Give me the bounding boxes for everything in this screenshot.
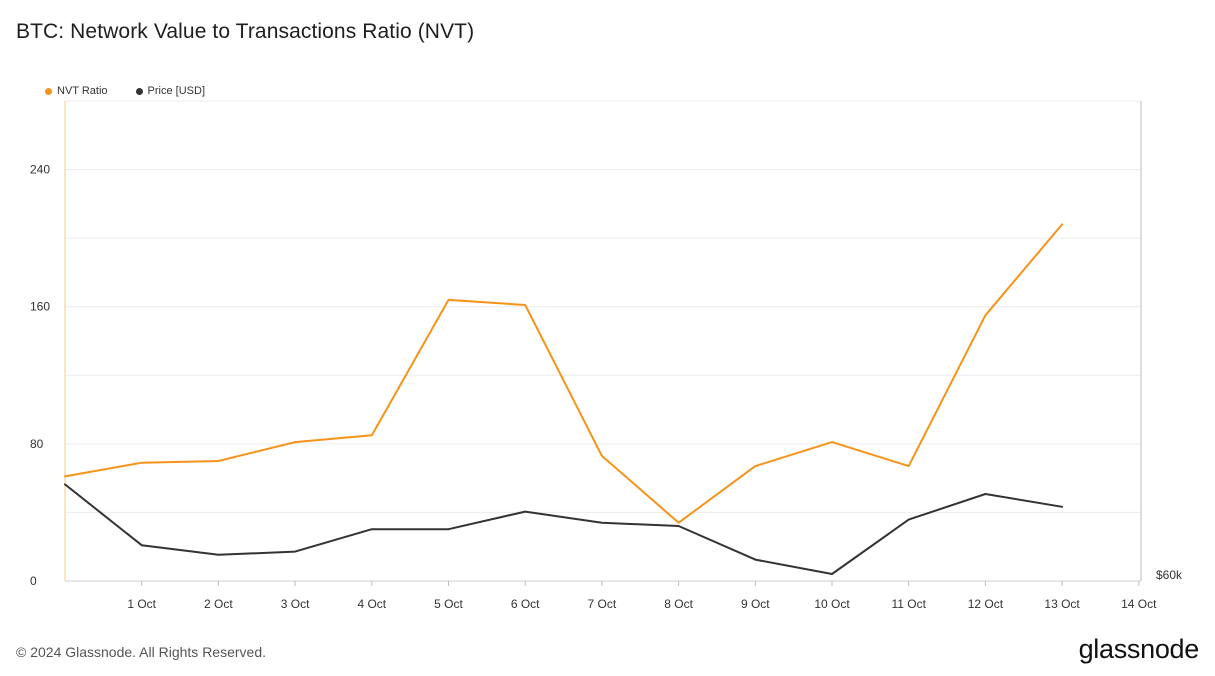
y-tick-label: 160 — [30, 300, 50, 314]
x-tick-label: 3 Oct — [281, 597, 310, 611]
right-axis-tick-label: $60k — [1156, 568, 1183, 582]
glassnode-logo: glassnode — [1078, 634, 1200, 664]
x-tick-label: 14 Oct — [1121, 597, 1157, 611]
legend-label-nvt: NVT Ratio — [57, 85, 108, 97]
price-usd-series-line — [64, 483, 1064, 575]
y-tick-label: 240 — [30, 163, 50, 177]
nvt-legend-dot-icon — [45, 87, 52, 95]
x-tick-label: 13 Oct — [1044, 597, 1080, 611]
price-legend-dot-icon — [135, 87, 143, 95]
x-tick-label: 9 Oct — [741, 597, 770, 611]
x-tick-label: 2 Oct — [204, 597, 233, 611]
y-tick-label: 80 — [30, 437, 44, 451]
x-tick-label: 10 Oct — [814, 597, 850, 611]
x-tick-label: 12 Oct — [968, 597, 1004, 611]
x-tick-label: 5 Oct — [434, 597, 463, 611]
x-tick-label: 1 Oct — [127, 597, 156, 611]
legend-item-price[interactable]: Price [USD] — [135, 85, 206, 97]
chart-legend: NVT Ratio Price [USD] — [45, 85, 205, 97]
nvt-ratio-series-line — [64, 223, 1064, 524]
chart-title: BTC: Network Value to Transactions Ratio… — [16, 20, 475, 43]
y-tick-label: 0 — [30, 574, 37, 588]
x-tick-label: 6 Oct — [511, 597, 540, 611]
x-tick-label: 8 Oct — [664, 597, 693, 611]
x-tick-label: 7 Oct — [588, 597, 617, 611]
x-tick-label: 11 Oct — [891, 597, 926, 611]
copyright-text: © 2024 Glassnode. All Rights Reserved. — [16, 644, 267, 660]
x-tick-label: 4 Oct — [357, 597, 386, 611]
legend-item-nvt[interactable]: NVT Ratio — [45, 85, 108, 97]
legend-label-price: Price [USD] — [147, 85, 206, 97]
